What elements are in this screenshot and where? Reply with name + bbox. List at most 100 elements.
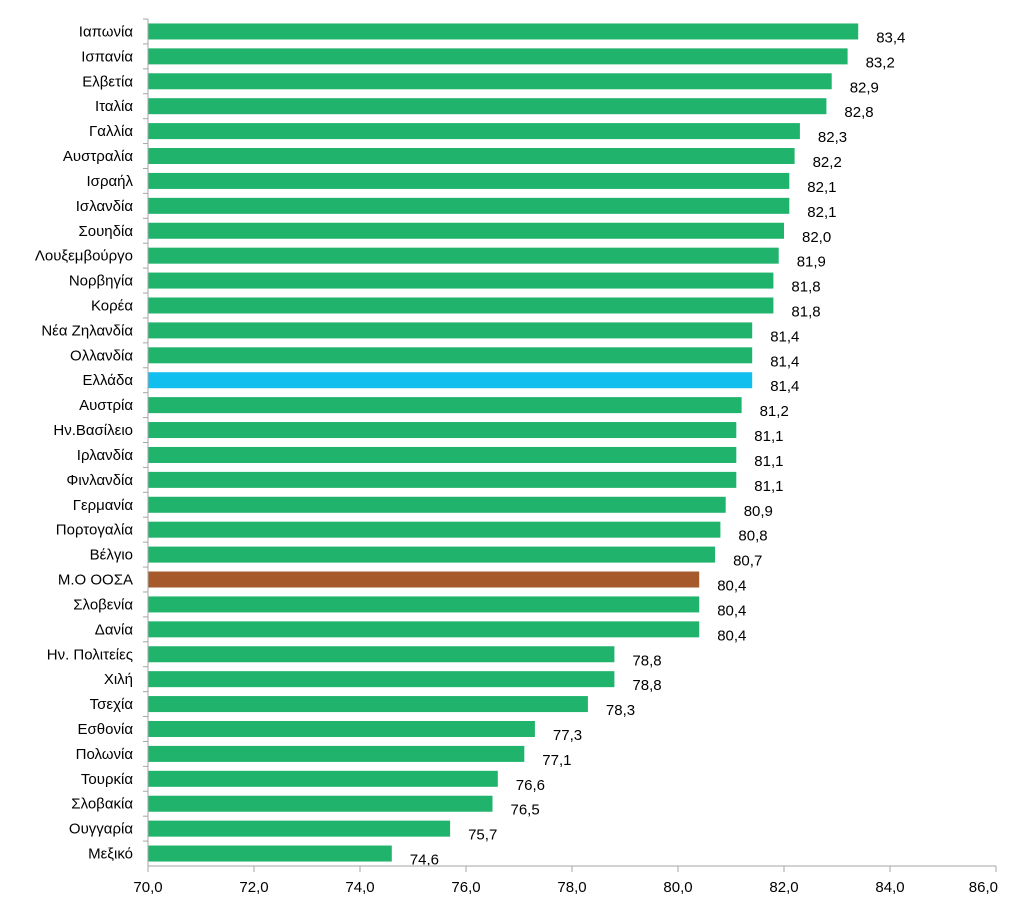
value-label: 80,7	[733, 553, 762, 570]
x-tick-label: 74,0	[345, 879, 374, 896]
value-label: 78,3	[606, 702, 635, 719]
category-label: Ουγγαρία	[69, 821, 133, 838]
bar-τουρκία	[148, 770, 498, 787]
category-label: Βέλγιο	[90, 547, 133, 564]
value-label: 80,9	[744, 503, 773, 520]
category-label: Μεξικό	[88, 846, 133, 863]
bar-μεξικό	[148, 845, 392, 862]
x-tick-label: 76,0	[451, 879, 480, 896]
value-label: 78,8	[632, 652, 661, 669]
x-tick-label: 72,0	[239, 879, 268, 896]
value-label: 82,2	[813, 154, 842, 171]
value-label: 81,1	[754, 453, 783, 470]
bar-ιταλία	[148, 98, 827, 115]
bar-νορβηγία	[148, 272, 774, 289]
value-label: 81,8	[791, 279, 820, 296]
bar-πολωνία	[148, 745, 525, 762]
bar-ισπανία	[148, 48, 848, 65]
category-label: Χιλή	[104, 671, 133, 688]
value-label: 82,1	[807, 179, 836, 196]
value-label: 82,9	[850, 79, 879, 96]
bar-αυστρία	[148, 397, 742, 414]
value-labels-group: 83,4 83,2 82,9 82,8 82,3 82,2 82,1 82,1 82,0 81,9…	[410, 29, 906, 868]
axes-group: 70,0 72,0 74,0 76,0 78,0 80,0 82,0 84,0 86,0	[133, 18, 998, 896]
value-label: 77,1	[542, 752, 571, 769]
bar-ισραήλ	[148, 172, 790, 189]
bar-φινλανδία	[148, 471, 737, 488]
value-label: 81,4	[770, 328, 799, 345]
category-label: Ελβετία	[82, 73, 133, 90]
value-label: 74,6	[410, 852, 439, 869]
bar-σλοβενία	[148, 596, 700, 613]
value-label: 77,3	[553, 727, 582, 744]
bar-εσθονία	[148, 720, 535, 737]
value-label: 81,8	[791, 303, 820, 320]
bar-νέα-ζηλανδία	[148, 322, 753, 339]
value-label: 80,4	[717, 627, 746, 644]
bar-βέλγιο	[148, 546, 716, 563]
bar-ην-πολιτείες	[148, 646, 615, 663]
category-label: Τουρκία	[81, 771, 133, 788]
category-label: Ην. Πολιτείες	[47, 646, 133, 663]
bar-ιαπωνία	[148, 23, 859, 40]
category-label: Σουηδία	[78, 223, 133, 240]
value-label: 82,1	[807, 204, 836, 221]
value-label: 81,2	[760, 403, 789, 420]
category-label: Αυστραλία	[63, 148, 133, 165]
category-label: Εσθονία	[78, 721, 134, 738]
x-tick-label: 82,0	[769, 879, 798, 896]
bar-αυστραλία	[148, 148, 795, 165]
category-label: Γερμανία	[73, 497, 134, 514]
value-label: 83,4	[876, 29, 905, 46]
category-label: Δανία	[95, 621, 134, 638]
x-tick-label: 84,0	[875, 879, 904, 896]
value-label: 75,7	[468, 827, 497, 844]
bar-γαλλία	[148, 123, 800, 140]
category-label: Ολλανδία	[70, 347, 133, 364]
bar-ισλανδία	[148, 197, 790, 214]
value-label: 80,4	[717, 578, 746, 595]
category-label: Ισλανδία	[76, 198, 134, 215]
category-label: Νέα Ζηλανδία	[41, 322, 133, 339]
bar-μ-ο-οοσα	[148, 571, 700, 588]
bar-δανία	[148, 621, 700, 638]
bar-ην-βασίλειο	[148, 422, 737, 439]
category-label: Κορέα	[91, 297, 133, 314]
category-label: Ισραήλ	[87, 173, 134, 190]
bar-κορέα	[148, 297, 774, 314]
category-label: Ιαπωνία	[79, 23, 134, 40]
category-label: Μ.Ο ΟΟΣΑ	[58, 572, 133, 589]
category-label: Πολωνία	[76, 746, 134, 763]
x-tick-label: 80,0	[663, 879, 692, 896]
value-label: 81,1	[754, 478, 783, 495]
category-label: Γαλλία	[89, 123, 133, 140]
value-label: 81,1	[754, 428, 783, 445]
value-label: 78,8	[632, 677, 661, 694]
category-label: Ελλάδα	[83, 372, 134, 389]
value-label: 82,3	[818, 129, 847, 146]
category-label: Ην.Βασίλειο	[53, 422, 133, 439]
value-label: 76,6	[516, 777, 545, 794]
category-label: Αυστρία	[79, 397, 133, 414]
category-label: Σλοβενία	[73, 596, 133, 613]
category-label: Τσεχία	[90, 696, 134, 713]
bar-ουγγαρία	[148, 820, 451, 837]
bar-σουηδία	[148, 222, 784, 239]
x-tick-label: 70,0	[133, 879, 162, 896]
bar-ελλάδα	[148, 372, 753, 389]
category-label: Πορτογαλία	[56, 522, 134, 539]
value-label: 81,4	[770, 353, 799, 370]
category-label: Ισπανία	[81, 48, 133, 65]
category-label: Σλοβακία	[71, 796, 133, 813]
value-label: 82,0	[802, 229, 831, 246]
value-label: 81,4	[770, 378, 799, 395]
bar-χιλή	[148, 671, 615, 688]
value-label: 80,4	[717, 602, 746, 619]
bar-ολλανδία	[148, 347, 753, 364]
value-label: 81,9	[797, 254, 826, 271]
category-label: Λουξεμβούργο	[35, 248, 133, 265]
bars-group	[148, 23, 859, 862]
bar-ελβετία	[148, 73, 832, 90]
value-label: 83,2	[866, 54, 895, 71]
